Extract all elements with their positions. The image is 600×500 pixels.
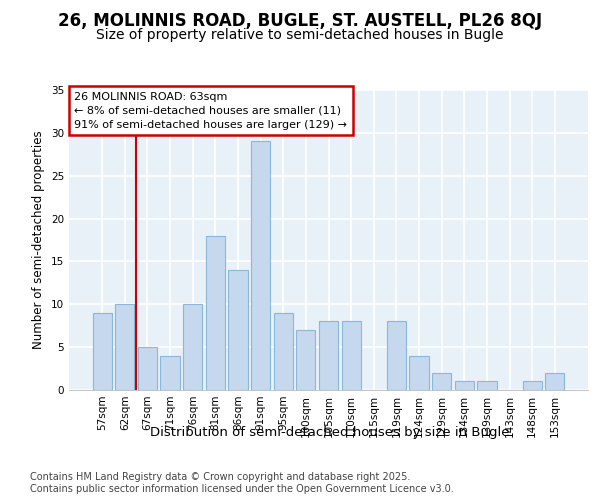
Bar bbox=[115, 304, 134, 390]
Text: Size of property relative to semi-detached houses in Bugle: Size of property relative to semi-detach… bbox=[96, 28, 504, 42]
Text: 26 MOLINNIS ROAD: 63sqm
← 8% of semi-detached houses are smaller (11)
91% of sem: 26 MOLINNIS ROAD: 63sqm ← 8% of semi-det… bbox=[74, 92, 347, 130]
Text: Contains public sector information licensed under the Open Government Licence v3: Contains public sector information licen… bbox=[30, 484, 454, 494]
Bar bbox=[296, 330, 316, 390]
Bar bbox=[206, 236, 225, 390]
Text: 26, MOLINNIS ROAD, BUGLE, ST. AUSTELL, PL26 8QJ: 26, MOLINNIS ROAD, BUGLE, ST. AUSTELL, P… bbox=[58, 12, 542, 30]
Bar bbox=[138, 347, 157, 390]
Bar bbox=[92, 313, 112, 390]
Text: Distribution of semi-detached houses by size in Bugle: Distribution of semi-detached houses by … bbox=[150, 426, 510, 439]
Bar bbox=[183, 304, 202, 390]
Bar bbox=[387, 322, 406, 390]
Bar bbox=[160, 356, 180, 390]
Bar bbox=[229, 270, 248, 390]
Bar bbox=[545, 373, 565, 390]
Bar bbox=[274, 313, 293, 390]
Bar bbox=[455, 382, 474, 390]
Text: Contains HM Land Registry data © Crown copyright and database right 2025.: Contains HM Land Registry data © Crown c… bbox=[30, 472, 410, 482]
Bar bbox=[341, 322, 361, 390]
Bar bbox=[523, 382, 542, 390]
Bar bbox=[319, 322, 338, 390]
Bar bbox=[477, 382, 497, 390]
Bar bbox=[409, 356, 428, 390]
Bar bbox=[251, 142, 270, 390]
Bar bbox=[432, 373, 451, 390]
Y-axis label: Number of semi-detached properties: Number of semi-detached properties bbox=[32, 130, 46, 350]
